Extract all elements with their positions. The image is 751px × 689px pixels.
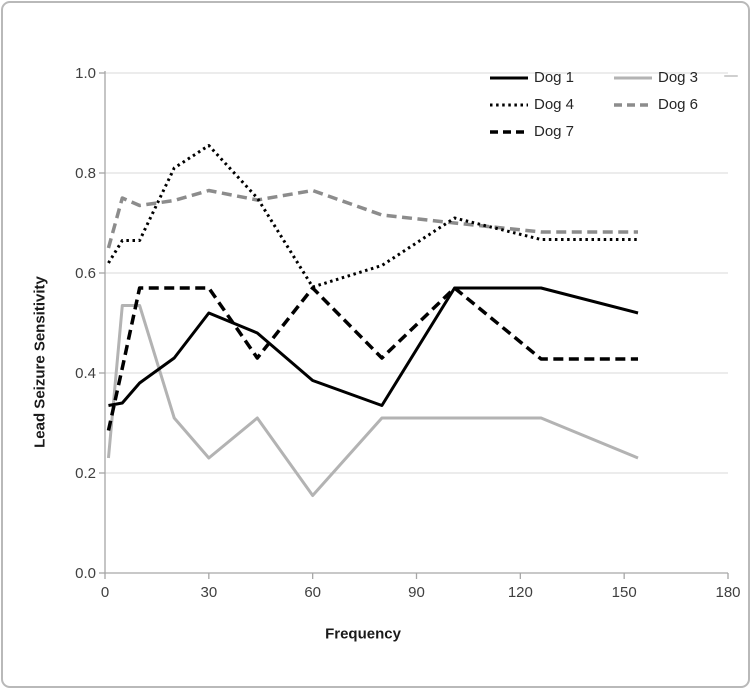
legend-item-dog3: Dog 3 bbox=[613, 69, 729, 86]
legend-item-dog4: Dog 4 bbox=[489, 96, 613, 113]
svg-text:0.6: 0.6 bbox=[75, 265, 96, 282]
svg-text:0.8: 0.8 bbox=[75, 165, 96, 182]
legend-label-dog1: Dog 1 bbox=[534, 69, 575, 86]
legend-line-sample-dog7 bbox=[490, 129, 528, 134]
svg-text:0.0: 0.0 bbox=[75, 565, 96, 582]
svg-text:150: 150 bbox=[612, 584, 637, 601]
svg-text:0.2: 0.2 bbox=[75, 465, 96, 482]
svg-text:0.4: 0.4 bbox=[75, 365, 96, 382]
svg-text:180: 180 bbox=[715, 584, 740, 601]
x-axis-title: Frequency bbox=[325, 625, 401, 643]
gridlines bbox=[105, 72, 728, 474]
legend-label-dog6: Dog 6 bbox=[658, 96, 699, 113]
legend: Dog 1 Dog 3 Dog 4 Dog 6 Dog 7 bbox=[489, 64, 729, 145]
legend-item-dog7: Dog 7 bbox=[489, 123, 613, 140]
series-lines bbox=[106, 144, 639, 497]
legend-line-sample-dog1 bbox=[490, 76, 528, 79]
legend-item-dog6: Dog 6 bbox=[613, 96, 729, 113]
y-axis-title: Lead Seizure Sensitivity bbox=[31, 276, 49, 448]
legend-line-sample-dog3 bbox=[614, 76, 652, 79]
legend-label-dog4: Dog 4 bbox=[534, 96, 575, 113]
legend-label-dog7: Dog 7 bbox=[534, 123, 575, 140]
svg-text:0: 0 bbox=[101, 584, 109, 601]
svg-text:1.0: 1.0 bbox=[75, 65, 96, 82]
legend-line-sample-dog4 bbox=[490, 103, 528, 106]
legend-item-dog1: Dog 1 bbox=[489, 69, 613, 86]
axes bbox=[99, 71, 729, 579]
tick-labels: 0.0 0.2 0.4 0.6 0.8 1.0 0 30 60 90 120 150 180 bbox=[75, 65, 740, 601]
legend-line-sample-dog6 bbox=[614, 102, 652, 107]
svg-text:30: 30 bbox=[200, 584, 217, 601]
stray-gray-dash bbox=[724, 75, 738, 77]
svg-text:120: 120 bbox=[508, 584, 533, 601]
svg-text:90: 90 bbox=[408, 584, 425, 601]
svg-text:60: 60 bbox=[304, 584, 321, 601]
legend-label-dog3: Dog 3 bbox=[658, 69, 699, 86]
